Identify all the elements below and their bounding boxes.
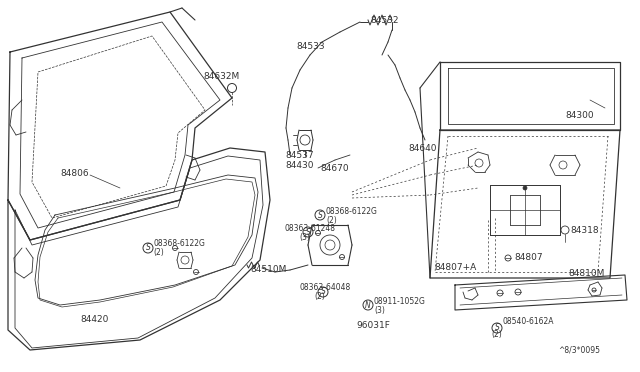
Text: 84420: 84420 [80, 315, 108, 324]
Text: 84533: 84533 [296, 42, 324, 51]
Text: 08911-1052G: 08911-1052G [374, 296, 426, 305]
Text: S: S [305, 228, 310, 237]
Text: N: N [365, 301, 371, 310]
Text: S: S [495, 324, 499, 333]
Text: 08368-6122G: 08368-6122G [153, 240, 205, 248]
Text: 84537: 84537 [285, 151, 314, 160]
Text: 84632M: 84632M [203, 71, 239, 80]
Text: 84532: 84532 [370, 16, 399, 25]
Text: 84807: 84807 [514, 253, 543, 263]
Text: 84670: 84670 [320, 164, 349, 173]
Text: ^8/3*0095: ^8/3*0095 [558, 346, 600, 355]
Text: (2): (2) [314, 292, 324, 301]
Text: (2): (2) [326, 215, 337, 224]
Text: 84640: 84640 [408, 144, 436, 153]
Text: (2): (2) [153, 248, 164, 257]
Circle shape [523, 186, 527, 190]
Text: 84300: 84300 [565, 110, 594, 119]
Text: 08363-61248: 08363-61248 [285, 224, 336, 232]
Text: (3): (3) [374, 305, 385, 314]
Text: (3): (3) [299, 232, 310, 241]
Text: S: S [317, 211, 323, 219]
Text: 84806: 84806 [60, 169, 88, 177]
Text: S: S [145, 244, 150, 253]
Text: 84510M: 84510M [250, 266, 286, 275]
Text: 84810M: 84810M [568, 269, 604, 279]
Text: 08368-6122G: 08368-6122G [326, 206, 378, 215]
Text: 96031F: 96031F [356, 321, 390, 330]
Text: 84430: 84430 [285, 160, 314, 170]
Text: (2): (2) [492, 330, 502, 339]
Text: 84807+A: 84807+A [434, 263, 476, 273]
Text: S: S [321, 288, 325, 296]
Text: 08363-64048: 08363-64048 [300, 283, 351, 292]
Text: 84318: 84318 [570, 225, 598, 234]
Text: 08540-6162A: 08540-6162A [503, 317, 554, 327]
